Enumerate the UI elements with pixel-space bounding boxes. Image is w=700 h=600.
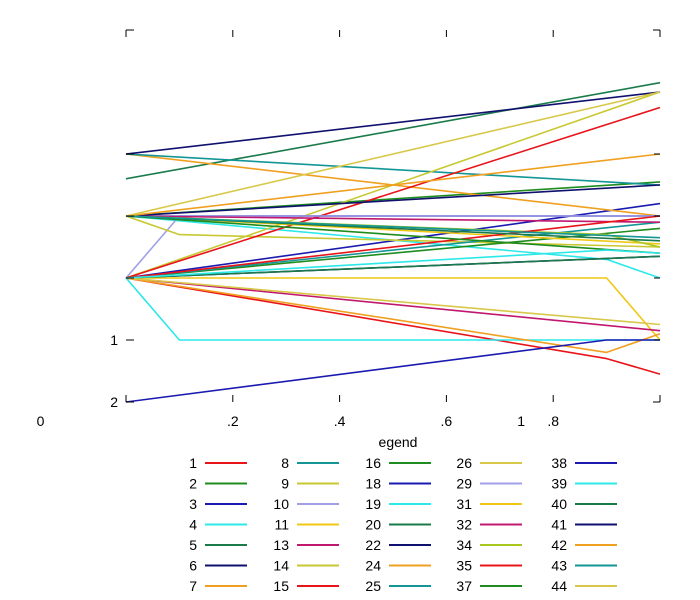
legend-label: 42 — [551, 537, 567, 553]
series-line-11 — [126, 277, 661, 341]
legend-label: 19 — [365, 496, 381, 512]
legend: egend12345678910111314151618192022242526… — [189, 434, 617, 594]
series-line-26 — [125, 277, 661, 326]
legend-label: 9 — [281, 476, 289, 492]
legend-label: 14 — [273, 558, 289, 574]
legend-label: 24 — [365, 558, 381, 574]
series-line-41 — [125, 184, 661, 217]
legend-label: 20 — [365, 517, 381, 533]
series-line-5 — [125, 81, 661, 180]
x-stray-label: 1 — [517, 413, 525, 429]
legend-label: 40 — [551, 496, 567, 512]
series-line-35 — [125, 215, 661, 279]
legend-label: 44 — [551, 578, 567, 594]
series-line-32 — [125, 215, 661, 223]
legend-label: 2 — [189, 476, 197, 492]
legend-label: 29 — [456, 476, 472, 492]
legend-label: 5 — [189, 537, 197, 553]
series-line-42 — [125, 153, 661, 217]
legend-label: 32 — [456, 517, 472, 533]
x-tick-label: .6 — [441, 413, 453, 429]
series-line-20 — [125, 255, 661, 279]
legend-label: 35 — [456, 558, 472, 574]
legend-label: 10 — [273, 496, 289, 512]
series-line-39 — [125, 249, 661, 279]
series-line-22 — [125, 91, 661, 155]
series-line-43 — [125, 215, 661, 239]
series-line-38 — [125, 339, 660, 403]
legend-label: 6 — [189, 558, 197, 574]
legend-label: 18 — [365, 476, 381, 492]
legend-label: 15 — [273, 578, 289, 594]
legend-label: 43 — [551, 558, 567, 574]
x-tick-label: .8 — [547, 413, 559, 429]
legend-label: 26 — [456, 455, 472, 471]
x-tick-label: .2 — [227, 413, 239, 429]
legend-label: 39 — [551, 476, 567, 492]
legend-label: 16 — [365, 455, 381, 471]
series-line-37 — [125, 215, 661, 254]
x-tick-label: .4 — [334, 413, 346, 429]
series-line-24 — [125, 277, 661, 354]
series-line-4 — [125, 215, 661, 279]
legend-label: 34 — [456, 537, 472, 553]
series-line-8 — [125, 153, 661, 186]
axes: 2 1 .2 .4 .6 .8 0 1 — [37, 29, 661, 429]
legend-label: 25 — [365, 578, 381, 594]
legend-label: 7 — [189, 578, 197, 594]
legend-label: 37 — [456, 578, 472, 594]
legend-label: 31 — [456, 496, 472, 512]
y-tick-label: 2 — [110, 394, 118, 410]
series-line-15 — [125, 106, 661, 279]
x-stray-label: 0 — [37, 413, 45, 429]
legend-label: 41 — [551, 517, 567, 533]
legend-label: 22 — [365, 537, 381, 553]
series-line-44 — [125, 91, 661, 217]
legend-label: 11 — [274, 517, 289, 533]
y-tick-label: 1 — [110, 332, 118, 348]
series-line-13 — [125, 277, 661, 332]
legend-title: egend — [379, 434, 418, 450]
legend-label: 8 — [281, 455, 289, 471]
legend-label: 13 — [273, 537, 289, 553]
legend-label: 4 — [189, 517, 197, 533]
series-line-1 — [125, 277, 661, 375]
series-line-19 — [125, 277, 660, 341]
legend-label: 1 — [189, 455, 197, 471]
legend-label: 38 — [551, 455, 567, 471]
series-lines — [125, 81, 661, 403]
series-line-25 — [125, 221, 661, 279]
legend-label: 3 — [189, 496, 197, 512]
